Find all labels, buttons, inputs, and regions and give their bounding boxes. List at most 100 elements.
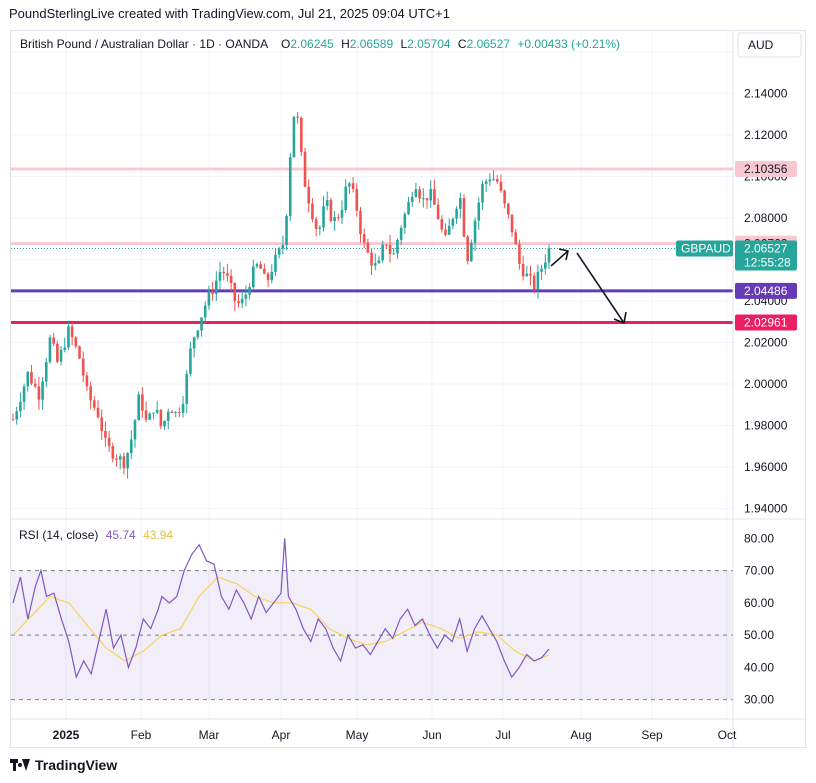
candle-body — [296, 116, 299, 118]
candle-body — [148, 413, 152, 420]
price-tick-label: 2.14000 — [744, 86, 788, 100]
candle-body — [196, 330, 200, 338]
candle-body — [322, 206, 325, 228]
candle-body — [518, 244, 521, 264]
candle-body — [141, 394, 144, 411]
candle-body — [292, 116, 296, 158]
candle-body — [174, 412, 177, 414]
candle-body — [155, 409, 159, 413]
candle-body — [100, 417, 104, 432]
candle-body — [348, 183, 351, 187]
candle-body — [377, 260, 381, 264]
arrow-up-line — [550, 250, 569, 267]
candle-body — [473, 220, 477, 243]
candle-body — [152, 412, 155, 414]
time-tick-label: Sep — [641, 728, 663, 742]
price-chart[interactable]: 2.160002.140002.120002.100002.080002.060… — [11, 31, 807, 749]
candle-body — [78, 346, 81, 359]
candle-body — [521, 263, 525, 277]
brand-label: TradingView — [35, 757, 118, 773]
candle-body — [396, 239, 399, 254]
level-label: 2.10356 — [744, 162, 788, 176]
candle-body — [81, 358, 85, 376]
candle-body — [447, 225, 451, 235]
price-axis: 2.160002.140002.120002.100002.080002.060… — [11, 31, 807, 749]
candle-body — [192, 337, 196, 349]
candle-body — [373, 263, 377, 266]
candle-body — [536, 271, 540, 290]
candle-body — [118, 456, 122, 460]
rsi-tick-label: 60.00 — [744, 596, 774, 610]
tradingview-brand: TradingView — [10, 757, 117, 773]
candle-body — [126, 453, 129, 469]
candle-body — [96, 407, 100, 418]
candle-body — [163, 420, 166, 427]
candle-body — [129, 439, 133, 454]
candle-body — [410, 196, 414, 202]
candle-body — [255, 264, 259, 267]
candle-body — [492, 179, 495, 181]
countdown-label: 12:55:28 — [744, 255, 791, 269]
candle-body — [503, 190, 506, 204]
candle-body — [285, 215, 288, 245]
candle-body — [399, 227, 403, 240]
candle-body — [470, 242, 473, 262]
candle-body — [392, 253, 396, 255]
time-tick-label: Apr — [272, 728, 291, 742]
symbol-tag — [676, 240, 733, 257]
candle-body — [529, 273, 532, 276]
level-tag — [735, 314, 797, 331]
candle-body — [477, 202, 481, 221]
candle-body — [532, 275, 536, 290]
arrow-down-line — [576, 252, 625, 324]
candle-body — [525, 273, 529, 277]
candle-body — [403, 214, 407, 228]
rsi-tick-label: 70.00 — [744, 564, 774, 578]
price-tick-label: 1.96000 — [744, 460, 788, 474]
candle-body — [122, 456, 126, 469]
candle-body — [355, 188, 359, 211]
candle-body — [22, 386, 26, 402]
candle-body — [336, 217, 340, 219]
candle-body — [56, 343, 59, 362]
candle-body — [44, 362, 48, 382]
candle-body — [422, 198, 425, 200]
candle-body — [274, 254, 277, 272]
candle-body — [229, 275, 233, 283]
candle-body — [288, 157, 292, 216]
candle-body — [203, 305, 207, 318]
candle-body — [222, 271, 226, 274]
candle-body — [200, 317, 203, 331]
candle-body — [444, 229, 447, 235]
last-price-label: 2.06527 — [744, 241, 788, 255]
candle-body — [499, 181, 503, 191]
candlestick-series — [11, 111, 551, 479]
candle-body — [137, 394, 140, 421]
symbol-title: British Pound / Australian Dollar · 1D ·… — [20, 37, 268, 51]
candle-body — [266, 273, 270, 281]
candle-body — [407, 201, 410, 215]
level-label: 2.02961 — [744, 316, 788, 330]
chart-container[interactable]: 2.160002.140002.120002.100002.080002.060… — [10, 30, 807, 749]
time-axis: 2025 Feb Mar Apr May Jun Jul Aug Sep Oct — [53, 728, 737, 742]
tradingview-logo-icon — [10, 759, 30, 771]
rsi-ma-line — [12, 576, 550, 662]
candle-body — [89, 386, 92, 401]
candle-body — [547, 247, 551, 263]
forecast-arrows — [550, 248, 627, 325]
candle-body — [26, 371, 30, 387]
price-tick-label: 1.98000 — [744, 419, 788, 433]
candle-body — [484, 181, 488, 184]
candle-body — [144, 410, 148, 420]
currency-button[interactable] — [737, 32, 802, 58]
candle-body — [233, 282, 237, 302]
horizontal-levels — [11, 167, 733, 325]
candle-body — [52, 337, 55, 344]
candle-body — [385, 244, 388, 246]
candle-body — [67, 326, 70, 348]
arrow-down-head — [613, 311, 627, 325]
candle-body — [300, 117, 303, 152]
time-tick-label: Oct — [718, 728, 737, 742]
candle-body — [185, 373, 189, 404]
candle-body — [436, 204, 440, 220]
